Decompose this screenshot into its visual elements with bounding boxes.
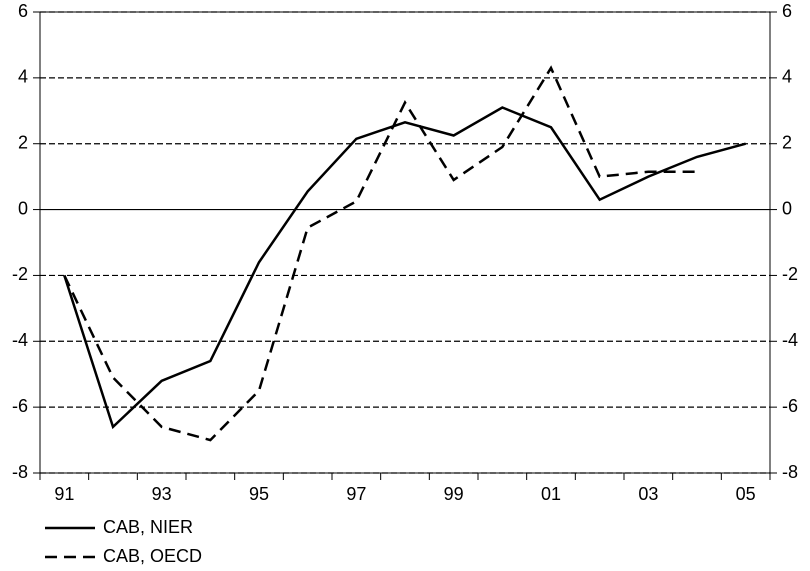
x-tick-label: 93 — [152, 484, 172, 504]
y2-tick-label: -6 — [782, 396, 798, 416]
y-tick-label: -2 — [12, 264, 28, 284]
x-tick-label: 03 — [638, 484, 658, 504]
y2-tick-label: 4 — [782, 67, 792, 87]
legend-label: CAB, OECD — [103, 546, 202, 566]
y-tick-label: 4 — [18, 67, 28, 87]
x-tick-label: 05 — [736, 484, 756, 504]
y-tick-label: -4 — [12, 330, 28, 350]
y2-tick-label: 0 — [782, 198, 792, 218]
x-tick-label: 99 — [444, 484, 464, 504]
y-tick-label: -8 — [12, 462, 28, 482]
series-line — [63, 106, 746, 430]
y2-tick-label: 2 — [782, 132, 792, 152]
y-tick-label: 0 — [18, 198, 28, 218]
y2-tick-label: 6 — [782, 1, 792, 21]
y-tick-label: -6 — [12, 396, 28, 416]
y2-tick-label: -2 — [782, 264, 798, 284]
y-tick-label: 6 — [18, 1, 28, 21]
x-tick-label: 91 — [54, 484, 74, 504]
y2-tick-label: -4 — [782, 330, 798, 350]
legend-label: CAB, NIER — [103, 517, 193, 537]
x-tick-label: 95 — [249, 484, 269, 504]
y2-tick-label: -8 — [782, 462, 798, 482]
plot-frame — [39, 11, 771, 474]
series-line — [63, 65, 697, 442]
x-tick-label: 01 — [541, 484, 561, 504]
x-tick-label: 97 — [346, 484, 366, 504]
y-tick-label: 2 — [18, 132, 28, 152]
